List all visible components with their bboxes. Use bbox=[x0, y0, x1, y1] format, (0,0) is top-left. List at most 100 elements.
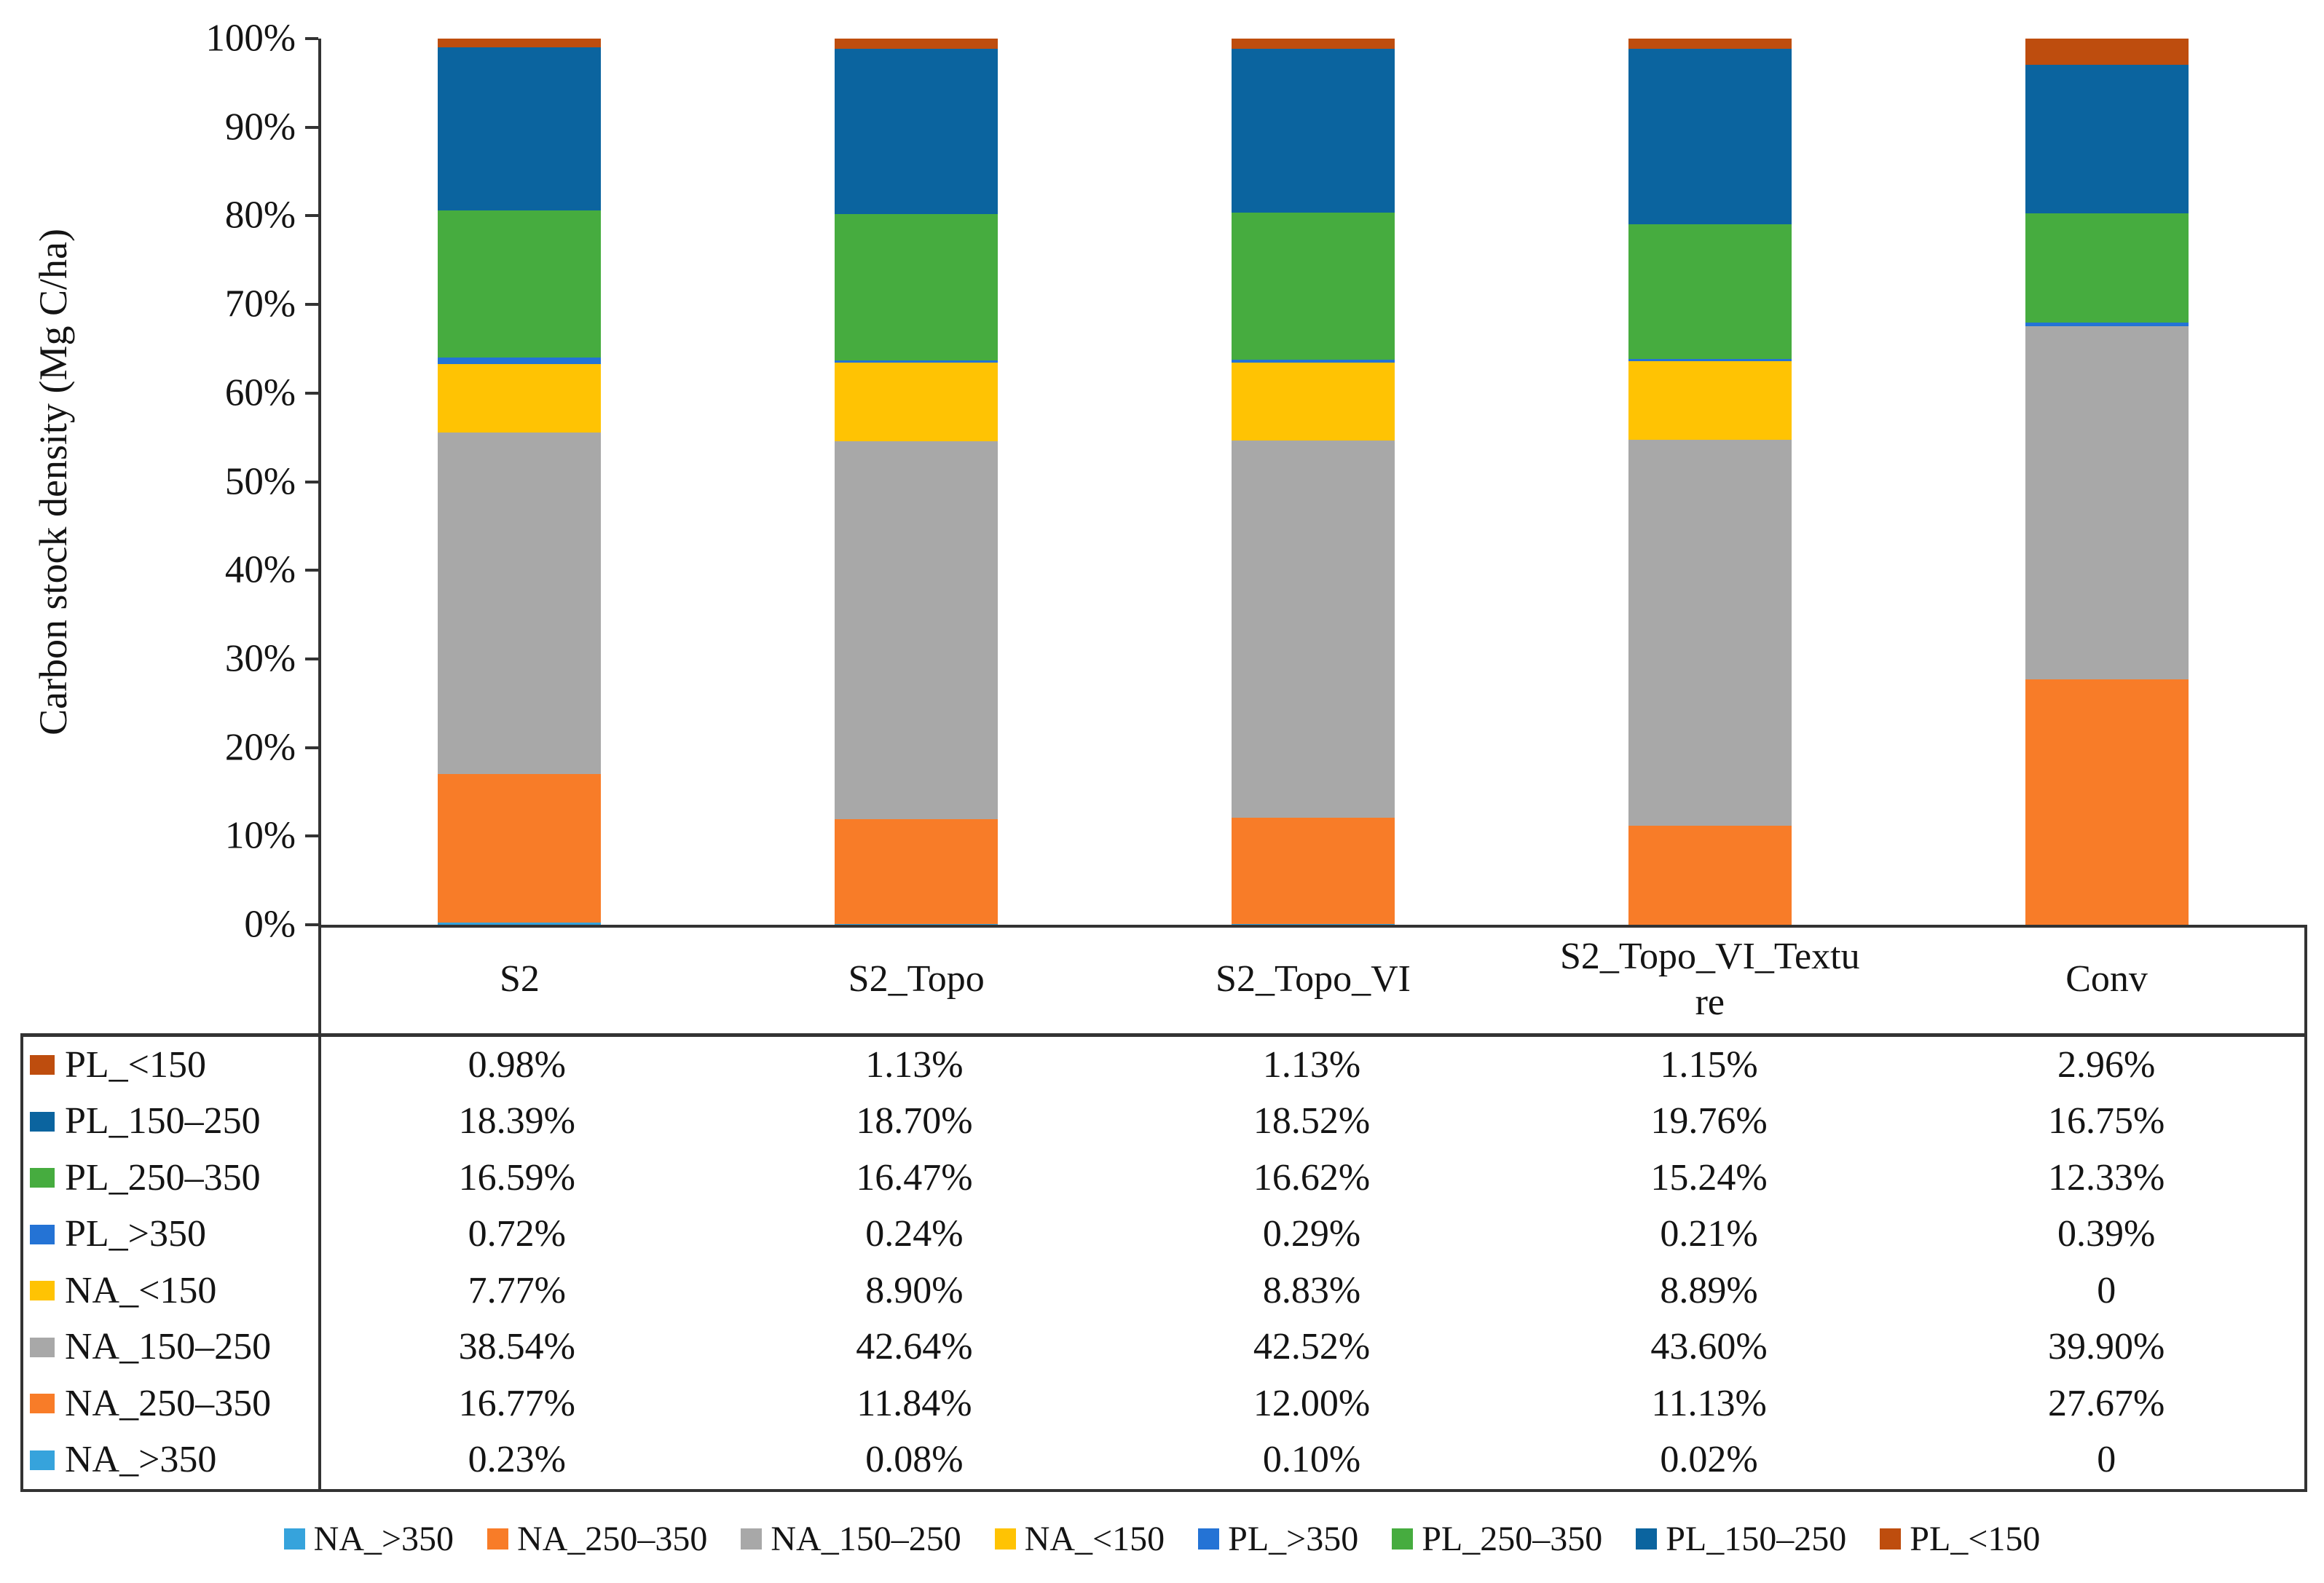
series-label-cell: NA_<150 bbox=[23, 1263, 318, 1319]
y-tick-mark bbox=[305, 125, 318, 129]
series-label: PL_250–350 bbox=[65, 1156, 261, 1199]
category-header: Conv bbox=[1908, 928, 2305, 1032]
y-axis-line bbox=[318, 39, 321, 928]
y-tick-mark bbox=[305, 391, 318, 395]
y-tick-label: 30% bbox=[224, 637, 296, 680]
legend-label: NA_150–250 bbox=[771, 1519, 961, 1558]
legend-label: PL_150–250 bbox=[1666, 1519, 1847, 1558]
legend-color-chip bbox=[1636, 1528, 1658, 1550]
bar-segment bbox=[835, 924, 998, 925]
series-label: NA_>350 bbox=[65, 1439, 217, 1481]
legend-item: PL_150–250 bbox=[1636, 1519, 1846, 1559]
series-label-cell: NA_>350 bbox=[23, 1432, 318, 1489]
series-label-cell: NA_150–250 bbox=[23, 1319, 318, 1376]
y-tick-mark bbox=[305, 923, 318, 926]
bar-segment bbox=[1231, 362, 1395, 441]
x-axis-line bbox=[318, 925, 2307, 928]
table-value: 1.13% bbox=[865, 1043, 964, 1086]
table-value: 0.23% bbox=[468, 1439, 566, 1481]
table-header-row: S2 S2_Topo S2_Topo_VI S2_Topo_VI_Texture Con… bbox=[321, 928, 2305, 1032]
series-color-chip bbox=[30, 1281, 55, 1301]
series-label-cell: PL_<150 bbox=[23, 1037, 318, 1094]
bar-slot bbox=[1908, 39, 2305, 925]
table-value: 18.70% bbox=[856, 1100, 973, 1142]
bar-segment bbox=[835, 360, 998, 363]
table-value: 16.77% bbox=[458, 1382, 575, 1424]
table-value: 0.02% bbox=[1660, 1439, 1758, 1481]
bar-segment bbox=[1231, 441, 1395, 818]
table-value: 0.21% bbox=[1660, 1213, 1758, 1255]
series-label-cell: PL_150–250 bbox=[23, 1094, 318, 1150]
table-left-border bbox=[20, 1033, 23, 1492]
y-tick-mark bbox=[305, 746, 318, 749]
bars-layer bbox=[321, 38, 2305, 925]
table-header-underline bbox=[20, 1033, 2307, 1037]
table-value: 0.10% bbox=[1262, 1439, 1361, 1481]
legend-label: NA_<150 bbox=[1024, 1519, 1165, 1558]
bar-segment bbox=[438, 47, 602, 210]
table-value: 0.08% bbox=[865, 1439, 964, 1481]
bar-segment bbox=[2025, 213, 2189, 323]
legend-item: PL_250–350 bbox=[1392, 1519, 1602, 1559]
y-tick-label: 50% bbox=[224, 460, 296, 502]
table-value: 0.98% bbox=[468, 1043, 566, 1086]
table-value: 18.39% bbox=[458, 1100, 575, 1142]
table-value: 12.00% bbox=[1253, 1382, 1371, 1424]
bar-segment bbox=[1628, 439, 1792, 826]
y-tick-mark bbox=[305, 214, 318, 218]
table-value: 8.83% bbox=[1262, 1269, 1361, 1311]
y-tick-mark bbox=[305, 480, 318, 483]
table-value: 16.59% bbox=[458, 1156, 575, 1199]
table-value: 8.89% bbox=[1660, 1269, 1758, 1311]
bar-slot bbox=[718, 39, 1115, 925]
series-label: NA_<150 bbox=[65, 1269, 217, 1311]
series-color-chip bbox=[30, 1111, 55, 1132]
category-header-text: S2 bbox=[499, 958, 540, 1000]
legend-label: PL_>350 bbox=[1228, 1519, 1359, 1558]
stacked-bar-S2 bbox=[438, 39, 602, 925]
y-tick-label: 80% bbox=[224, 194, 296, 237]
y-tick-mark bbox=[305, 303, 318, 307]
y-tick-label: 0% bbox=[244, 903, 296, 946]
legend-color-chip bbox=[1880, 1528, 1902, 1550]
bar-segment bbox=[835, 362, 998, 442]
y-tick-label: 90% bbox=[224, 106, 296, 149]
series-label: PL_150–250 bbox=[65, 1100, 261, 1142]
table-value: 0 bbox=[2097, 1439, 2116, 1481]
legend-item: NA_<150 bbox=[994, 1519, 1165, 1559]
y-tick-labels: 100% 90% 80% 70% 60% 50% 40% 30% 20% 10% 0% bbox=[0, 19, 296, 944]
table-value: 2.96% bbox=[2057, 1043, 2156, 1086]
table-bottom-border bbox=[20, 1489, 2307, 1492]
legend-item: PL_>350 bbox=[1198, 1519, 1358, 1559]
bar-segment bbox=[2025, 39, 2189, 66]
bar-segment bbox=[1231, 48, 1395, 213]
table-right-border bbox=[2304, 925, 2307, 1492]
bar-slot bbox=[1115, 38, 1512, 925]
bar-segment bbox=[1628, 360, 1792, 440]
bar-segment bbox=[1628, 49, 1792, 224]
table-value: 27.67% bbox=[2048, 1382, 2165, 1424]
stacked-bar-S2_Topo bbox=[835, 39, 998, 925]
bar-segment bbox=[1628, 826, 1792, 925]
stacked-bar-S2_Topo_VI bbox=[1231, 38, 1395, 925]
table-body: PL_<150 0.98% 1.13% 1.13% 1.15% 2.96% PL_150–2… bbox=[23, 1037, 2305, 1488]
table-value: 11.84% bbox=[856, 1382, 972, 1424]
bar-segment bbox=[438, 923, 602, 925]
bar-segment bbox=[1231, 923, 1395, 925]
table-value: 15.24% bbox=[1650, 1156, 1768, 1199]
legend-color-chip bbox=[741, 1528, 763, 1550]
table-value: 0.24% bbox=[865, 1213, 964, 1255]
bottom-legend: NA_>350 NA_250–350 NA_150–250 NA_<150 PL_>35… bbox=[0, 1504, 2324, 1574]
table-value: 11.13% bbox=[1651, 1382, 1767, 1424]
table-value: 42.64% bbox=[856, 1326, 973, 1368]
bar-segment bbox=[438, 357, 602, 364]
y-tick-label: 10% bbox=[224, 814, 296, 857]
table-value: 7.77% bbox=[468, 1269, 566, 1311]
legend-label: PL_250–350 bbox=[1422, 1519, 1603, 1558]
category-header: S2_Topo_VI bbox=[1115, 928, 1512, 1032]
table-value: 8.90% bbox=[865, 1269, 964, 1311]
y-tick-label: 40% bbox=[224, 548, 296, 591]
table-value: 39.90% bbox=[2048, 1326, 2165, 1368]
bar-segment bbox=[835, 818, 998, 925]
